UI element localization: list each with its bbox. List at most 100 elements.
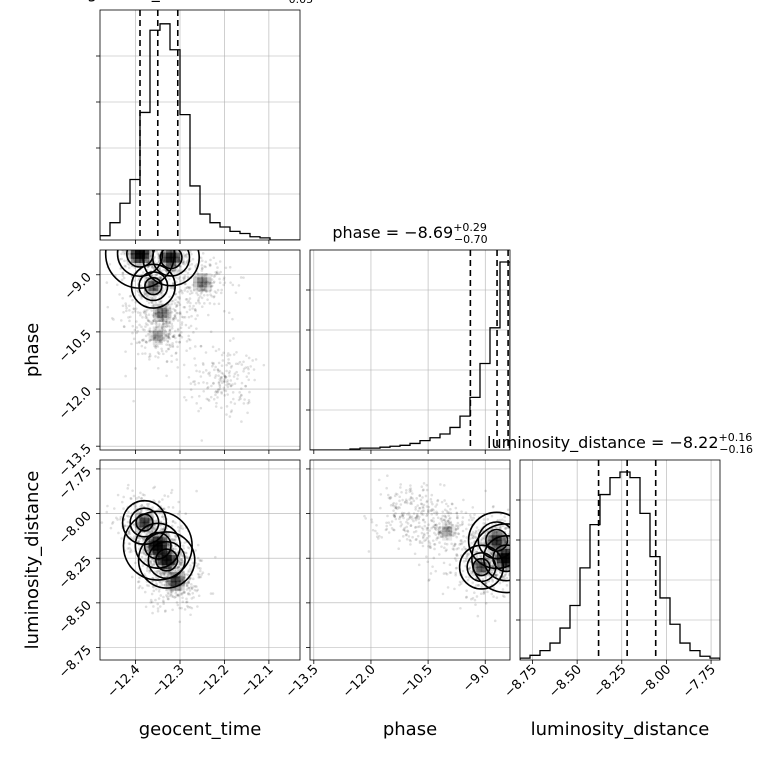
scatter-point	[119, 319, 123, 322]
scatter-point	[187, 268, 191, 271]
scatter-point	[428, 534, 431, 538]
scatter-point	[166, 241, 169, 244]
scatter-point	[512, 534, 515, 537]
scatter-point	[212, 382, 215, 385]
scatter-point	[183, 608, 187, 611]
scatter-point	[516, 547, 519, 550]
x-tick-label: −8.50	[546, 662, 585, 701]
density-cell	[166, 576, 177, 587]
scatter-point	[133, 261, 136, 264]
scatter-point	[144, 322, 148, 325]
scatter-point	[201, 267, 204, 270]
scatter-point	[173, 555, 177, 559]
scatter-point	[425, 514, 428, 517]
scatter-point	[180, 561, 184, 564]
panel-content	[100, 460, 300, 660]
scatter-point	[194, 301, 198, 305]
scatter-point	[207, 399, 211, 402]
scatter-point	[239, 397, 242, 400]
scatter-point	[478, 568, 481, 572]
scatter-point	[142, 552, 146, 556]
scatter-point	[171, 595, 175, 598]
scatter-point	[174, 595, 178, 599]
density-cell	[135, 513, 146, 524]
scatter-point	[162, 551, 166, 554]
scatter-point	[195, 589, 199, 593]
scatter-point	[162, 551, 166, 554]
scatter-point	[426, 508, 430, 512]
scatter-point	[158, 319, 162, 322]
scatter-point	[184, 581, 188, 585]
scatter-point	[145, 276, 148, 280]
scatter-point	[449, 522, 452, 525]
scatter-point	[166, 573, 170, 577]
density-cell	[446, 526, 457, 537]
scatter-point	[152, 536, 156, 540]
scatter-point	[166, 312, 170, 315]
scatter-point	[162, 336, 166, 339]
scatter-point	[137, 279, 140, 282]
scatter-point	[480, 585, 483, 589]
y-tick-label: −8.50	[56, 598, 95, 637]
scatter-point	[473, 532, 477, 535]
scatter-point	[163, 254, 167, 258]
scatter-point	[468, 514, 472, 517]
scatter-point	[479, 554, 482, 558]
scatter-point	[420, 526, 424, 530]
scatter-point	[178, 579, 182, 583]
scatter-point	[188, 267, 191, 271]
scatter-point	[163, 494, 166, 497]
scatter-point	[171, 239, 174, 242]
scatter-point	[177, 512, 180, 516]
scatter-point	[163, 306, 167, 310]
density-cell	[495, 539, 506, 550]
scatter-point	[126, 547, 130, 550]
scatter-point	[220, 364, 224, 367]
scatter-point	[151, 506, 154, 509]
scatter-point	[460, 539, 463, 542]
scatter-point	[435, 526, 439, 529]
contour-line	[466, 552, 497, 583]
density-cell	[491, 531, 502, 542]
scatter-point	[426, 513, 429, 516]
scatter-point	[141, 550, 145, 554]
scatter-point	[480, 555, 483, 559]
scatter-point	[218, 369, 222, 373]
scatter-point	[145, 256, 148, 260]
scatter-point	[166, 324, 170, 328]
scatter-point	[484, 576, 488, 579]
scatter-point	[148, 544, 152, 547]
scatter-point	[176, 566, 179, 570]
scatter-point	[166, 322, 169, 326]
scatter-point	[476, 614, 480, 618]
scatter-point	[133, 309, 137, 313]
scatter-point	[180, 558, 183, 561]
scatter-point	[459, 606, 462, 610]
scatter-point	[169, 571, 173, 575]
scatter-point	[195, 291, 198, 295]
scatter-point	[149, 544, 153, 547]
scatter-point	[513, 533, 516, 536]
scatter-point	[150, 538, 154, 542]
scatter-point	[408, 513, 411, 517]
scatter-point	[166, 591, 170, 594]
scatter-point	[501, 594, 505, 598]
scatter-point	[520, 575, 523, 578]
scatter-point	[146, 505, 150, 508]
scatter-point	[167, 567, 171, 571]
scatter-point	[187, 581, 191, 585]
density-cell	[148, 285, 159, 296]
histogram-step	[310, 261, 510, 450]
scatter-point	[144, 316, 148, 319]
scatter-point	[174, 589, 178, 593]
scatter-point	[186, 556, 189, 560]
scatter-point	[127, 542, 131, 545]
scatter-point	[412, 519, 415, 523]
scatter-point	[173, 539, 177, 542]
scatter-point	[244, 384, 247, 388]
scatter-point	[178, 606, 181, 610]
scatter-point	[163, 328, 166, 332]
scatter-point	[157, 284, 161, 288]
density-cell	[492, 557, 503, 568]
scatter-point	[220, 375, 224, 379]
